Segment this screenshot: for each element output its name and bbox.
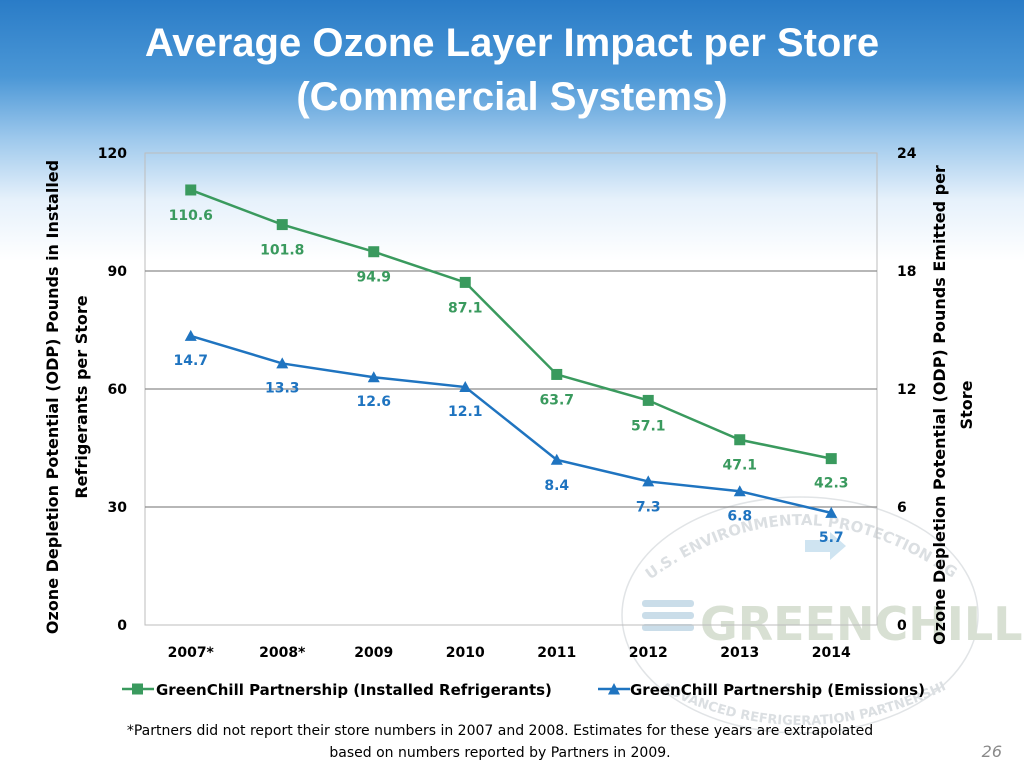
data-point-square [551,368,563,380]
right-axis-title-line-2: Store [957,380,976,429]
left-axis-title-line-2: Refrigerants per Store [72,295,91,498]
data-point-square [185,184,197,196]
x-axis-ticks: 2007* 2008* 2009 2010 2011 2012 2013 2014 [168,645,851,661]
data-label: 57.1 [631,418,666,434]
data-point-triangle [733,485,746,497]
x-tick-label: 2012 [629,645,668,661]
watermark-arrow-icon [805,532,846,560]
x-tick-label: 2010 [446,645,485,661]
data-label: 101.8 [260,243,304,259]
footnote-line-1: *Partners did not report their store num… [126,723,874,739]
legend-square-marker [132,683,143,695]
watermark-brand-text: GREENCHILL [700,597,1023,651]
data-point-square [368,246,380,258]
watermark-arc-text: U.S. ENVIRONMENTAL PROTECTION AGENCY [0,0,961,583]
series-line [190,188,832,460]
right-tick-label: 18 [897,264,916,280]
watermark-stripe [642,612,694,619]
series-emissions: 14.7 13.3 12.6 12.1 8.4 7.3 6.8 5.7 [173,329,844,546]
data-point-triangle [459,381,472,393]
left-tick-label: 0 [117,618,127,634]
data-point-triangle [367,371,380,383]
data-point-square [642,394,654,406]
series-layer: 110.6 101.8 94.9 87.1 63.7 57.1 47.1 42.3 14.7 13… [169,184,849,546]
right-tick-label: 0 [897,618,907,634]
slide-title-line-2: (Commercial Systems) [296,75,728,119]
watermark-stripe [642,624,694,631]
x-tick-label: 2007* [168,645,215,661]
data-label: 63.7 [539,392,574,408]
left-axis-title: Ozone Depletion Potential (ODP) Pounds i… [43,160,91,634]
legend: GreenChill Partnership (Installed Refrig… [122,681,925,699]
left-tick-label: 30 [108,500,128,516]
x-tick-label: 2009 [354,645,393,661]
legend-item-installed: GreenChill Partnership (Installed Refrig… [122,681,552,699]
data-label: 12.6 [356,394,391,410]
x-tick-label: 2014 [812,645,851,661]
left-tick-label: 90 [108,264,128,280]
data-label: 8.4 [544,478,569,494]
data-label: 7.3 [636,499,661,515]
right-tick-label: 6 [897,500,907,516]
data-point-triangle [642,475,655,487]
slide-title: Average Ozone Layer Impact per Store (Co… [0,16,1024,124]
data-label: 14.7 [173,353,208,369]
data-label: 5.7 [819,530,844,546]
watermark-ellipse [621,496,979,734]
legend-item-emissions: GreenChill Partnership (Emissions) [598,681,925,699]
x-tick-label: 2013 [720,645,759,661]
right-tick-label: 24 [897,146,917,162]
data-point-triangle [825,506,838,518]
greenchill-watermark-logo: U.S. ENVIRONMENTAL PROTECTION AGENCY ADV… [0,0,1023,734]
data-label: 12.1 [448,404,483,420]
data-point-square [734,434,746,446]
left-tick-label: 120 [98,146,127,162]
legend-label-emissions: GreenChill Partnership (Emissions) [630,681,925,699]
data-label: 110.6 [169,208,213,224]
data-point-triangle [276,357,289,369]
data-label: 42.3 [814,476,849,492]
grid-lines [145,270,877,508]
legend-triangle-marker [608,683,620,695]
watermark-stripe [642,600,694,607]
right-axis-title: Ozone Depletion Potential (ODP) Pounds E… [930,165,976,645]
data-label: 6.8 [727,508,752,524]
data-point-square [276,219,288,231]
data-point-square [459,276,471,288]
data-label: 13.3 [265,380,300,396]
legend-label-installed: GreenChill Partnership (Installed Refrig… [156,681,552,699]
data-point-triangle [184,329,197,341]
left-tick-label: 60 [108,382,128,398]
right-axis-title-line-1: Ozone Depletion Potential (ODP) Pounds E… [930,165,949,645]
right-tick-label: 12 [897,382,916,398]
data-point-triangle [550,453,563,465]
data-label: 47.1 [722,458,757,474]
left-axis-ticks: 0 30 60 90 120 [98,146,127,634]
left-axis-title-line-1: Ozone Depletion Potential (ODP) Pounds i… [43,160,62,634]
data-label: 87.1 [448,300,483,316]
x-tick-label: 2008* [259,645,306,661]
footnote-line-2: based on numbers reported by Partners in… [329,745,671,761]
right-axis-ticks: 0 6 12 18 24 [897,146,917,634]
series-line [190,334,832,515]
footnote: *Partners did not report their store num… [100,720,900,764]
series-installed: 110.6 101.8 94.9 87.1 63.7 57.1 47.1 42.3 [169,184,849,492]
page-number: 26 [981,742,1002,761]
x-tick-label: 2011 [537,645,576,661]
slide-title-line-1: Average Ozone Layer Impact per Store [144,21,880,65]
data-point-square [825,453,837,465]
data-label: 94.9 [356,270,391,286]
